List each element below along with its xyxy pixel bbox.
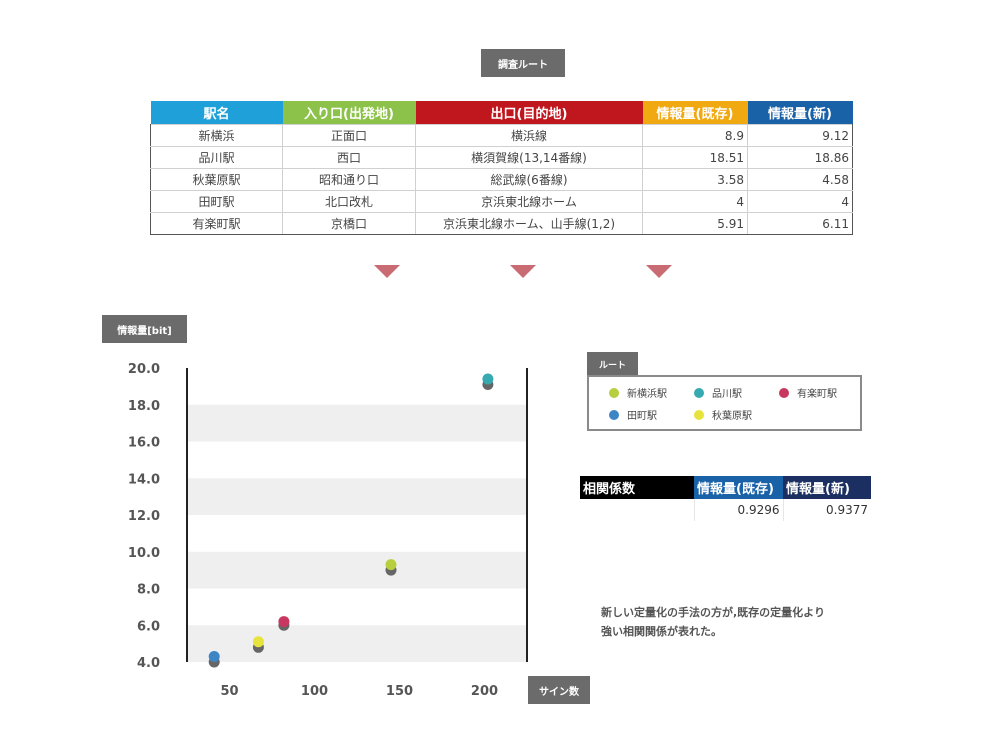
column-header: 入り口(出発地) <box>282 101 416 125</box>
legend-dot-icon <box>694 409 704 420</box>
table-cell: 秋葉原駅 <box>150 168 283 191</box>
y-tick-label: 16.0 <box>128 436 160 451</box>
column-header: 情報量(既存) <box>642 101 748 125</box>
y-tick-label: 14.0 <box>128 472 160 487</box>
y-axis-label: 情報量[bit] <box>102 315 187 343</box>
y-tick-label: 12.0 <box>128 509 160 524</box>
table-cell: 3.58 <box>642 168 748 191</box>
point-new <box>482 373 494 385</box>
legend-item: 品川駅 <box>694 385 742 400</box>
table-cell: 新横浜 <box>150 124 283 147</box>
table-cell: 6.11 <box>747 212 853 235</box>
table-cell: 京橋口 <box>282 212 416 235</box>
point-new <box>208 650 220 662</box>
legend-dot-icon <box>694 387 704 398</box>
legend-item: 有楽町駅 <box>779 385 837 400</box>
legend-label: 秋葉原駅 <box>712 411 752 422</box>
correlation-value <box>580 499 695 521</box>
down-arrow-icon <box>646 265 672 278</box>
point-new <box>252 636 264 648</box>
grid-band <box>187 404 527 442</box>
column-header: 出口(目的地) <box>415 101 643 125</box>
column-header: 情報量(新) <box>747 101 853 125</box>
x-axis-label: サイン数 <box>528 676 590 704</box>
table-row: 新横浜 正面口 横浜線 8.9 9.12 <box>150 124 853 147</box>
down-arrow-icon <box>374 265 400 278</box>
correlation-value: 0.9377 <box>826 503 868 517</box>
correlation-row: 0.9296 0.9377 <box>580 499 871 521</box>
grid-band <box>187 551 527 589</box>
x-tick-label: 150 <box>386 684 413 699</box>
y-tick-label: 10.0 <box>128 546 160 561</box>
legend: 新横浜駅 品川駅 有楽町駅田町駅 秋葉原駅 <box>587 375 862 431</box>
correlation-header: 相関係数 情報量(既存) 情報量(新) <box>580 476 871 499</box>
point-new <box>278 616 290 628</box>
x-tick-label: 100 <box>301 684 328 699</box>
x-tick-label: 200 <box>471 684 498 699</box>
table-cell: 5.91 <box>642 212 748 235</box>
route-table: 駅名 入り口(出発地) 出口(目的地) 情報量(既存) 情報量(新) 新横浜 正面口 横浜線… <box>150 101 853 235</box>
conclusion-text: 新しい定量化の手法の方が,既存の定量化より 強い相関関係が表れた。 <box>601 603 861 641</box>
y-tick-label: 18.0 <box>128 399 160 414</box>
legend-label: 品川駅 <box>712 389 742 400</box>
legend-item: 田町駅 <box>609 407 657 422</box>
legend-item: 新横浜駅 <box>609 385 667 400</box>
legend-item: 秋葉原駅 <box>694 407 752 422</box>
legend-dot-icon <box>779 387 789 398</box>
legend-label: 有楽町駅 <box>797 389 837 400</box>
conclusion-line: 新しい定量化の手法の方が,既存の定量化より <box>601 606 825 619</box>
legend-label: 新横浜駅 <box>627 389 667 400</box>
legend-dot-icon <box>609 387 619 398</box>
y-tick-label: 8.0 <box>137 583 160 598</box>
table-cell: 18.86 <box>747 146 853 169</box>
table-cell: 品川駅 <box>150 146 283 169</box>
y-tick-label: 4.0 <box>137 656 160 671</box>
table-cell: 有楽町駅 <box>150 212 283 235</box>
route-title-tag: 調査ルート <box>481 49 565 77</box>
table-row: 有楽町駅 京橋口 京浜東北線ホーム、山手線(1,2) 5.91 6.11 <box>150 212 853 235</box>
point-new <box>385 559 397 571</box>
route-table-header: 駅名 入り口(出発地) 出口(目的地) 情報量(既存) 情報量(新) <box>150 101 853 125</box>
table-row: 品川駅 西口 横須賀線(13,14番線) 18.51 18.86 <box>150 146 853 169</box>
correlation-value: 0.9296 <box>694 499 784 521</box>
correlation-column-header: 情報量(既存) <box>694 476 783 499</box>
x-tick-label: 50 <box>220 684 238 699</box>
legend-tab: ルート <box>587 352 638 376</box>
y-tick-label: 20.0 <box>128 362 160 377</box>
legend-label: 田町駅 <box>627 411 657 422</box>
column-header: 駅名 <box>150 101 283 125</box>
grid-band <box>187 625 527 662</box>
legend-dot-icon <box>609 409 619 420</box>
down-arrow-icon <box>510 265 536 278</box>
table-cell: 西口 <box>282 146 416 169</box>
y-tick-label: 6.0 <box>137 619 160 634</box>
grid-band <box>187 478 527 515</box>
conclusion-line: 強い相関関係が表れた。 <box>601 625 722 638</box>
table-row: 田町駅 北口改札 京浜東北線ホーム 4 4 <box>150 190 853 213</box>
correlation-table: 相関係数 情報量(既存) 情報量(新) 0.9296 0.9377 <box>580 476 871 521</box>
correlation-column-header: 相関係数 <box>580 476 694 499</box>
correlation-column-header: 情報量(新) <box>783 476 871 499</box>
table-cell: 京浜東北線ホーム、山手線(1,2) <box>415 212 643 235</box>
